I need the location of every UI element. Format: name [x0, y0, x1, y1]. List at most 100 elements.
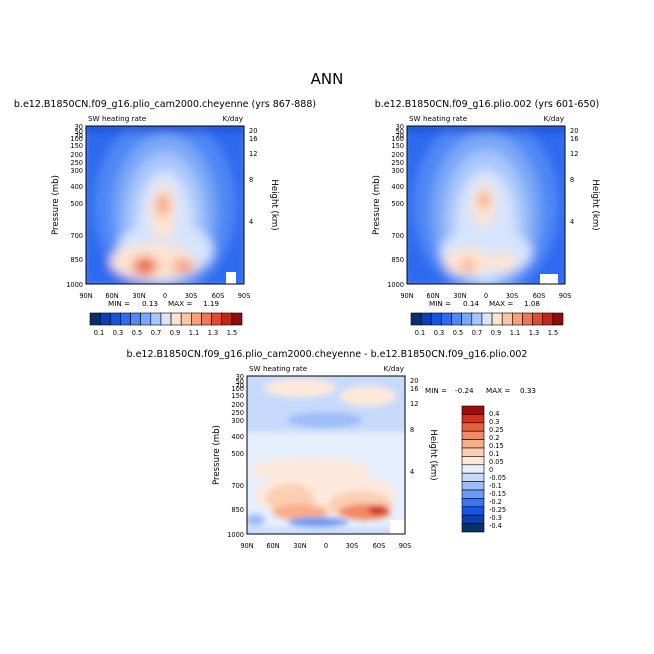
height-tick-label: 16	[249, 135, 257, 143]
y-tick-label: 50	[396, 128, 404, 136]
height-tick-label: 4	[570, 218, 574, 226]
colorbar-cell	[461, 405, 485, 415]
y-tick-label: 850	[70, 256, 83, 264]
y-tick-label: 50	[236, 378, 244, 386]
colorbar-cell	[461, 498, 485, 508]
colorbar-label: -0.4	[489, 522, 502, 530]
colorbar-label: 1.3	[208, 329, 219, 337]
x-tick-label: 60N	[105, 292, 118, 300]
colorbar-cell	[451, 312, 462, 326]
x-tick-label: 60S	[212, 292, 225, 300]
colorbar-label: 1.3	[529, 329, 540, 337]
height-tick-label: 12	[249, 150, 257, 158]
colorbar-label: 0.9	[491, 329, 502, 337]
x-tick-label: 60S	[373, 542, 386, 550]
y-tick-label: 70	[396, 132, 404, 140]
y-axis-title: Pressure (mb)	[212, 425, 222, 485]
y-tick-label: 100	[391, 135, 404, 143]
x-tick-label: 30N	[453, 292, 466, 300]
y-tick-label: 300	[231, 417, 244, 425]
y-tick-label: 400	[70, 183, 83, 191]
height-tick-label: 12	[410, 400, 418, 408]
height-tick-label: 20	[410, 377, 418, 385]
min-max-stats: MIN = 0.14 MAX = 1.08	[429, 299, 540, 308]
height-tick-label: 8	[249, 176, 253, 184]
y-tick-label: 200	[391, 151, 404, 159]
max-label: MAX =	[489, 299, 513, 308]
colorbar-label: -0.2	[489, 498, 502, 506]
y-tick-label: 70	[75, 132, 83, 140]
colorbar-label: -0.1	[489, 482, 502, 490]
panel-control: b.e12.B1850CN.f09_g16.plio_cam2000.cheye…	[14, 99, 316, 337]
y-tick-label: 700	[391, 232, 404, 240]
contour-field	[407, 126, 565, 284]
units-label: K/day	[384, 364, 405, 373]
colorbar-cell	[512, 312, 523, 326]
max-label: MAX =	[486, 386, 510, 395]
panel-difference: b.e12.B1850CN.f09_g16.plio_cam2000.cheye…	[127, 349, 536, 550]
colorbar-cell	[501, 312, 513, 326]
min-label: MIN =	[429, 299, 451, 308]
colorbar-cell	[542, 312, 554, 326]
x-tick-label: 60N	[426, 292, 439, 300]
y-tick-label: 30	[396, 123, 404, 131]
colorbar-cell	[461, 414, 485, 424]
colorbar	[89, 312, 243, 326]
colorbar-label: 0	[489, 466, 493, 474]
figure-title: ANN	[311, 70, 344, 88]
x-tick-label: 90N	[240, 542, 253, 550]
max-value: 1.08	[524, 299, 540, 308]
height-tick-label: 8	[570, 176, 574, 184]
max-value: 0.33	[520, 386, 536, 395]
y-tick-label: 150	[231, 392, 244, 400]
y-tick-label: 250	[231, 409, 244, 417]
y-axis-left: 30 50 70 100 150 200 250 300 400 500 700…	[387, 123, 404, 289]
variable-label: SW heating rate	[249, 364, 308, 373]
x-tick-label: 30S	[185, 292, 198, 300]
colorbar-cell	[130, 312, 141, 326]
colorbar-cell	[461, 430, 485, 440]
colorbar-cell	[461, 422, 485, 432]
y-tick-label: 200	[70, 151, 83, 159]
y-axis-right: 20 16 12 8 4	[570, 127, 578, 226]
colorbar-cell	[552, 312, 564, 326]
height-tick-label: 20	[570, 127, 578, 135]
max-label: MAX =	[168, 299, 192, 308]
y-axis-left: 30 50 70 100 150 200 250 300 400 500 700…	[66, 123, 83, 289]
min-max-stats: MIN = -0.24 MAX = 0.33	[425, 386, 536, 395]
colorbar-cell	[461, 472, 485, 482]
colorbar-cell	[170, 312, 182, 326]
contour-field	[86, 126, 244, 284]
x-tick-label: 30N	[293, 542, 306, 550]
colorbar-cell	[441, 312, 452, 326]
height-tick-label: 20	[249, 127, 257, 135]
min-label: MIN =	[108, 299, 130, 308]
colorbar-cell	[461, 506, 485, 516]
x-tick-label: 90N	[79, 292, 92, 300]
colorbar-label: 1.1	[189, 329, 200, 337]
x-tick-label: 0	[484, 292, 488, 300]
height-tick-label: 4	[410, 468, 414, 476]
colorbar-label: 0.3	[434, 329, 445, 337]
colorbar-cell	[140, 312, 152, 326]
colorbar-label: 0.5	[453, 329, 464, 337]
colorbar-cell	[201, 312, 212, 326]
colorbar-label: 0.7	[472, 329, 483, 337]
min-value: -0.24	[455, 386, 474, 395]
colorbar-cell	[491, 312, 503, 326]
x-tick-label: 60N	[266, 542, 279, 550]
variable-label: SW heating rate	[88, 114, 147, 123]
colorbar-cell	[160, 312, 172, 326]
y-axis-title-right: Height (km)	[269, 179, 279, 230]
y-tick-label: 250	[391, 159, 404, 167]
panel-title: b.e12.B1850CN.f09_g16.plio_cam2000.cheye…	[127, 349, 528, 360]
min-value: 0.13	[142, 299, 158, 308]
x-axis: 90N 60N 30N 0 30S 60S 90S	[79, 292, 250, 300]
colorbar-label: 1.1	[510, 329, 521, 337]
x-axis: 90N 60N 30N 0 30S 60S 90S	[400, 292, 571, 300]
colorbar-cell	[191, 312, 202, 326]
y-axis-left: 30 50 70 100 150 200 250 300 400 500 700…	[227, 373, 244, 539]
y-tick-label: 1000	[66, 281, 83, 289]
y-tick-label: 400	[391, 183, 404, 191]
colorbar	[461, 405, 485, 533]
